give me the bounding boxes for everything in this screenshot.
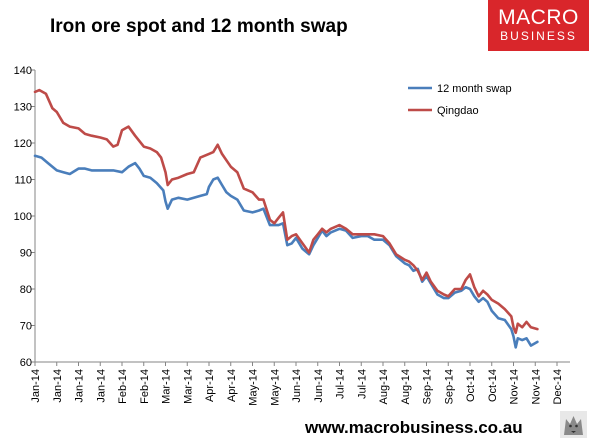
- y-tick-label: 100: [14, 211, 32, 223]
- x-tick-label: Nov-14: [509, 369, 521, 404]
- x-tick-label: Feb-14: [117, 369, 129, 404]
- chart-series: [33, 88, 539, 349]
- x-tick-label: Jun-14: [291, 369, 303, 403]
- wolf-logo-icon: [560, 411, 587, 438]
- x-tick-label: Nov-14: [530, 369, 542, 404]
- x-tick-label: Jan-14: [52, 369, 64, 403]
- y-tick-label: 70: [20, 321, 32, 333]
- y-tick-label: 110: [14, 175, 32, 187]
- y-tick-label: 60: [20, 357, 32, 369]
- x-tick-label: Sep-14: [422, 369, 434, 404]
- macrobusiness-logo: MACRO BUSINESS: [488, 0, 589, 51]
- x-tick-label: Jan-14: [95, 369, 107, 403]
- x-tick-label: Apr-14: [204, 369, 216, 402]
- x-tick-label: Mar-14: [161, 369, 173, 404]
- series-line-qingdao: [33, 88, 539, 335]
- y-tick-label: 90: [20, 248, 32, 260]
- chart-axes: 60 70 80 90 100 110 120 130 140 Jan-14 Jan-14 Jan-1…: [14, 65, 570, 406]
- y-tick-label: 120: [14, 138, 32, 150]
- logo-text-macro: MACRO: [498, 6, 579, 29]
- footer-url: www.macrobusiness.co.au: [305, 418, 523, 437]
- x-tick-label: Jan-14: [30, 369, 42, 403]
- x-tick-label: Oct-14: [487, 369, 499, 402]
- y-tick-label: 140: [14, 65, 32, 77]
- chart-title: Iron ore spot and 12 month swap: [50, 16, 348, 37]
- y-tick-label: 80: [20, 284, 32, 296]
- x-tick-label: May-14: [269, 369, 281, 406]
- x-tick-label: Jul-14: [356, 369, 368, 399]
- logo-text-business: BUSINESS: [500, 29, 577, 43]
- x-tick-label: Jun-14: [313, 369, 325, 403]
- series-line-12-month-swap: [33, 154, 539, 349]
- x-tick-label: Apr-14: [226, 369, 238, 402]
- x-tick-label: Feb-14: [139, 369, 151, 404]
- x-tick-label: Dec-14: [552, 369, 564, 404]
- x-tick-label: May-14: [248, 369, 260, 406]
- legend-label: Qingdao: [437, 105, 479, 117]
- x-tick-label: Jan-14: [74, 369, 86, 403]
- legend-label: 12 month swap: [437, 83, 512, 95]
- x-tick-label: Oct-14: [465, 369, 477, 402]
- x-tick-label: Mar-14: [182, 369, 194, 404]
- y-tick-label: 130: [14, 102, 32, 114]
- x-tick-label: Jul-14: [335, 369, 347, 399]
- x-tick-label: Aug-14: [400, 369, 412, 404]
- chart-legend: 12 month swap Qingdao: [408, 83, 512, 117]
- x-tick-label: Sep-14: [443, 369, 455, 404]
- x-tick-label: Aug-14: [378, 369, 390, 404]
